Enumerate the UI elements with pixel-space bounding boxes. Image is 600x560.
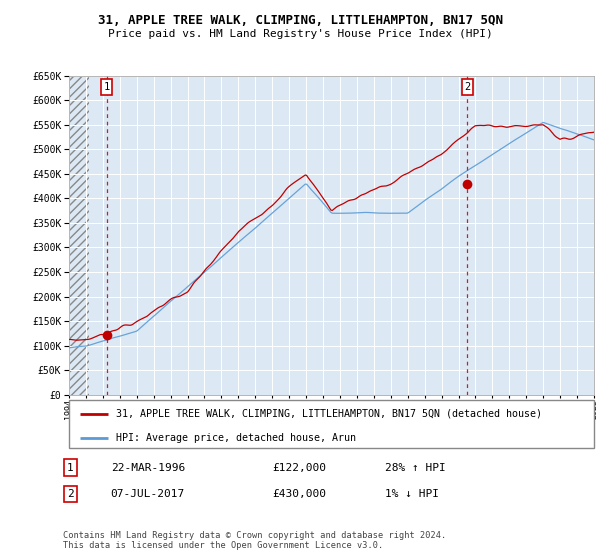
FancyBboxPatch shape	[69, 400, 594, 448]
Text: £122,000: £122,000	[272, 463, 326, 473]
Text: 2: 2	[464, 82, 470, 92]
Text: 31, APPLE TREE WALK, CLIMPING, LITTLEHAMPTON, BN17 5QN: 31, APPLE TREE WALK, CLIMPING, LITTLEHAM…	[97, 14, 503, 27]
Bar	[69, 76, 89, 395]
Text: Price paid vs. HM Land Registry's House Price Index (HPI): Price paid vs. HM Land Registry's House …	[107, 29, 493, 39]
Text: 31, APPLE TREE WALK, CLIMPING, LITTLEHAMPTON, BN17 5QN (detached house): 31, APPLE TREE WALK, CLIMPING, LITTLEHAM…	[116, 409, 542, 419]
Text: HPI: Average price, detached house, Arun: HPI: Average price, detached house, Arun	[116, 432, 356, 442]
Text: 28% ↑ HPI: 28% ↑ HPI	[385, 463, 445, 473]
Text: 07-JUL-2017: 07-JUL-2017	[111, 489, 185, 499]
Text: 1% ↓ HPI: 1% ↓ HPI	[385, 489, 439, 499]
Text: 1: 1	[103, 82, 110, 92]
Text: £430,000: £430,000	[272, 489, 326, 499]
Text: Contains HM Land Registry data © Crown copyright and database right 2024.
This d: Contains HM Land Registry data © Crown c…	[63, 530, 446, 550]
Text: 1: 1	[67, 463, 74, 473]
Text: 22-MAR-1996: 22-MAR-1996	[111, 463, 185, 473]
Text: 2: 2	[67, 489, 74, 499]
